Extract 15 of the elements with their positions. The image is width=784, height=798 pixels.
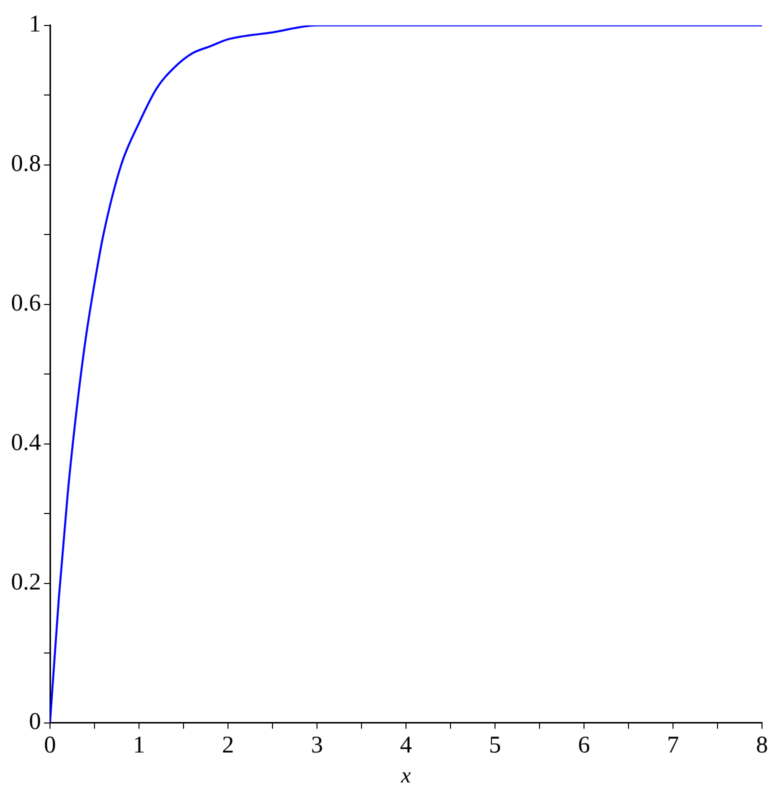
- x-axis-title: x: [400, 762, 412, 788]
- y-tick-label: 0.4: [11, 430, 41, 456]
- x-tick-label: 7: [667, 732, 679, 758]
- x-tick-label: 5: [489, 732, 501, 758]
- x-tick-label: 1: [133, 732, 145, 758]
- x-tick-label: 6: [578, 732, 590, 758]
- x-tick-label: 3: [311, 732, 323, 758]
- y-tick-label: 0.8: [11, 151, 41, 178]
- y-tick-label: 0.6: [11, 290, 41, 317]
- y-tick-label: 0.2: [11, 570, 41, 596]
- x-tick-label: 2: [222, 732, 234, 758]
- x-tick-label: 4: [400, 732, 412, 758]
- y-tick-label: 0: [29, 709, 41, 736]
- x-tick-label: 8: [756, 732, 768, 758]
- y-tick-label: 1: [29, 12, 41, 38]
